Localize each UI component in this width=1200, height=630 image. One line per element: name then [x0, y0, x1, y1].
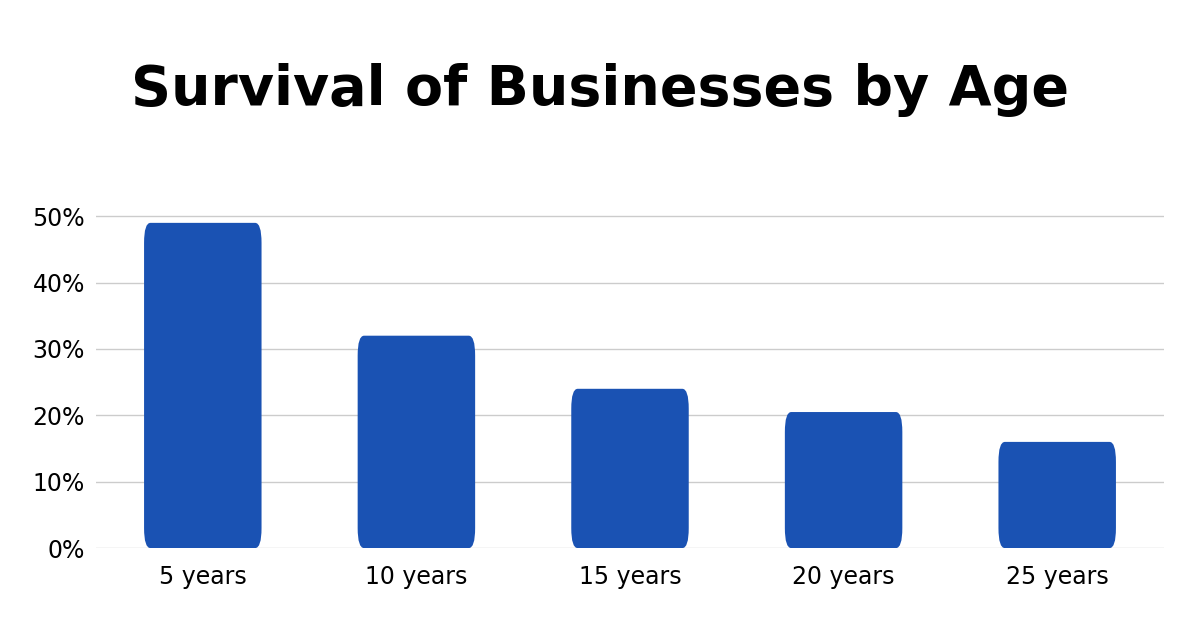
- FancyBboxPatch shape: [785, 412, 902, 548]
- FancyBboxPatch shape: [998, 442, 1116, 548]
- FancyBboxPatch shape: [571, 389, 689, 548]
- Text: Survival of Businesses by Age: Survival of Businesses by Age: [131, 63, 1069, 117]
- FancyBboxPatch shape: [144, 223, 262, 548]
- FancyBboxPatch shape: [358, 336, 475, 548]
